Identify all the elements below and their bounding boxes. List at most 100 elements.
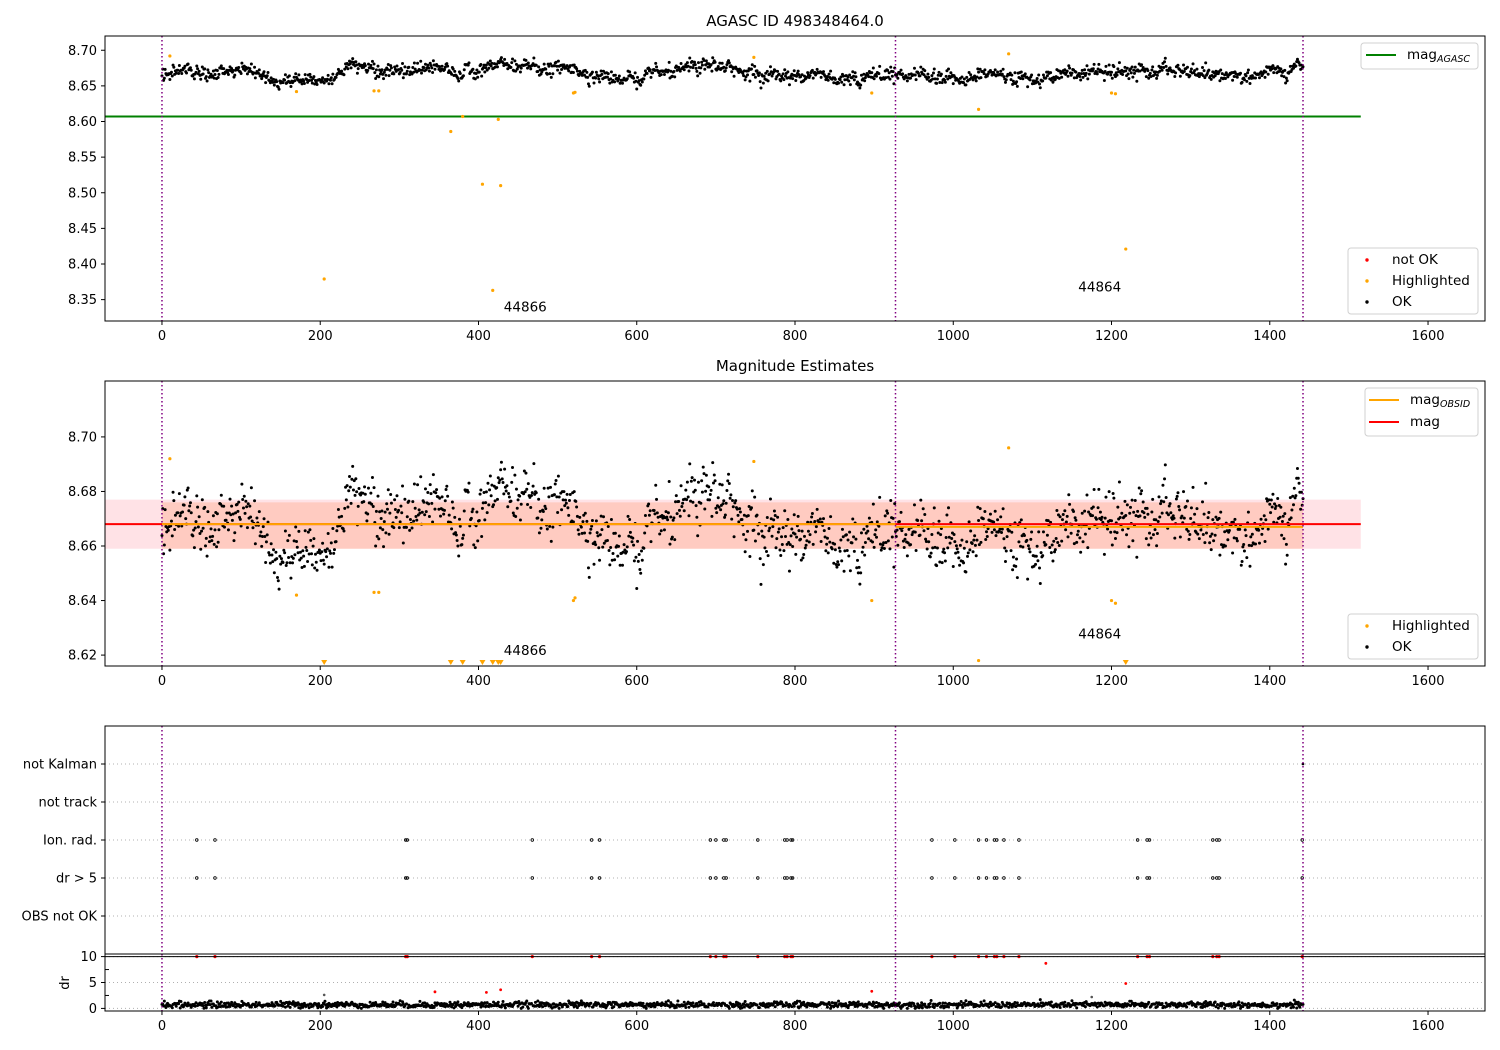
ok-point bbox=[982, 72, 986, 76]
ok-point bbox=[960, 75, 964, 79]
ok-point bbox=[1155, 544, 1159, 548]
flag-category-label: OBS not OK bbox=[22, 910, 98, 925]
ok-point bbox=[771, 525, 775, 529]
ok-point bbox=[292, 539, 296, 543]
ok-point bbox=[332, 551, 336, 555]
ok-point bbox=[552, 1002, 556, 1006]
ok-point bbox=[565, 492, 569, 496]
ok-point bbox=[242, 494, 246, 498]
ok-point bbox=[664, 510, 668, 514]
ok-point bbox=[905, 554, 909, 558]
ok-point bbox=[733, 501, 737, 505]
ok-point bbox=[707, 485, 711, 489]
ok-point bbox=[935, 81, 939, 85]
ok-point bbox=[802, 1000, 806, 1004]
ok-point bbox=[301, 549, 305, 553]
ok-point bbox=[1197, 537, 1201, 541]
ok-point bbox=[470, 510, 474, 514]
ok-point bbox=[1173, 536, 1177, 540]
ion-rad-flag bbox=[589, 838, 594, 842]
ok-point bbox=[691, 1001, 695, 1005]
y-tick-label: 8.68 bbox=[68, 485, 97, 500]
ok-point bbox=[1267, 498, 1271, 502]
ok-point bbox=[674, 1005, 678, 1009]
ok-point bbox=[453, 1001, 457, 1005]
ok-point bbox=[562, 63, 566, 67]
ok-point bbox=[526, 503, 530, 507]
ok-point bbox=[585, 70, 589, 74]
ok-point bbox=[315, 568, 319, 572]
ok-point bbox=[268, 561, 272, 565]
ok-point bbox=[618, 563, 622, 567]
ok-point bbox=[1131, 539, 1135, 543]
ok-point bbox=[566, 1004, 570, 1008]
ok-point bbox=[1136, 509, 1140, 513]
ok-point bbox=[296, 551, 300, 555]
ok-point bbox=[1002, 75, 1006, 79]
ok-point bbox=[1227, 529, 1231, 533]
ok-point bbox=[174, 1004, 178, 1008]
ok-point bbox=[531, 484, 535, 488]
ok-point bbox=[1035, 77, 1039, 81]
ok-point bbox=[808, 74, 812, 78]
x-tick-label: 0 bbox=[158, 674, 166, 689]
ok-point bbox=[855, 566, 859, 570]
ok-point bbox=[870, 71, 874, 75]
ok-point bbox=[836, 1005, 840, 1009]
ok-point bbox=[1249, 535, 1253, 539]
off-scale-marker bbox=[497, 660, 504, 665]
ok-point bbox=[518, 70, 522, 74]
ok-point bbox=[1041, 554, 1045, 558]
ok-point bbox=[730, 70, 734, 74]
ok-point bbox=[370, 476, 374, 480]
ok-point bbox=[393, 498, 397, 502]
ok-point bbox=[382, 70, 386, 74]
flags-panel-marks bbox=[105, 726, 1485, 954]
ok-point bbox=[1015, 1001, 1019, 1005]
ok-point bbox=[332, 548, 336, 552]
ok-point bbox=[1223, 530, 1227, 534]
ok-point bbox=[1026, 544, 1030, 548]
ok-point bbox=[1029, 537, 1033, 541]
x-tick-label: 1200 bbox=[1095, 329, 1128, 344]
ok-point bbox=[275, 80, 279, 84]
ok-point bbox=[740, 518, 744, 522]
ok-point bbox=[579, 999, 583, 1003]
ok-point bbox=[961, 1005, 965, 1009]
ok-point bbox=[540, 70, 544, 74]
ok-point bbox=[298, 550, 302, 554]
legend-label-mag-obsid: magOBSID bbox=[1410, 392, 1470, 410]
ok-point bbox=[345, 484, 349, 488]
ok-point bbox=[1049, 1000, 1053, 1004]
ok-point bbox=[1065, 69, 1069, 73]
ok-point bbox=[350, 477, 354, 481]
ok-point bbox=[216, 1005, 220, 1009]
ok-point bbox=[537, 497, 541, 501]
ok-point bbox=[688, 462, 692, 466]
ok-point bbox=[1273, 502, 1277, 506]
ok-point bbox=[496, 1000, 500, 1004]
ok-point bbox=[230, 504, 234, 508]
ok-point bbox=[281, 1004, 285, 1008]
x-tick-label: 200 bbox=[308, 1019, 333, 1034]
ok-point bbox=[891, 70, 895, 74]
dr-flag bbox=[213, 876, 217, 880]
ok-point bbox=[170, 1006, 174, 1010]
ok-point bbox=[391, 1000, 395, 1004]
ok-point bbox=[752, 528, 756, 532]
ok-point bbox=[940, 81, 944, 85]
ok-point bbox=[861, 545, 865, 549]
ok-point bbox=[918, 533, 922, 537]
ok-point bbox=[1127, 77, 1131, 81]
ok-point bbox=[1248, 82, 1252, 86]
ok-point bbox=[599, 69, 603, 73]
ok-point bbox=[196, 505, 200, 509]
highlighted-point bbox=[322, 277, 326, 281]
ok-point bbox=[458, 524, 462, 528]
ok-point bbox=[950, 536, 954, 540]
ok-point bbox=[348, 59, 352, 63]
ok-point bbox=[534, 63, 538, 67]
ok-point bbox=[821, 70, 825, 74]
ok-point bbox=[875, 535, 879, 539]
ok-point bbox=[433, 67, 437, 71]
